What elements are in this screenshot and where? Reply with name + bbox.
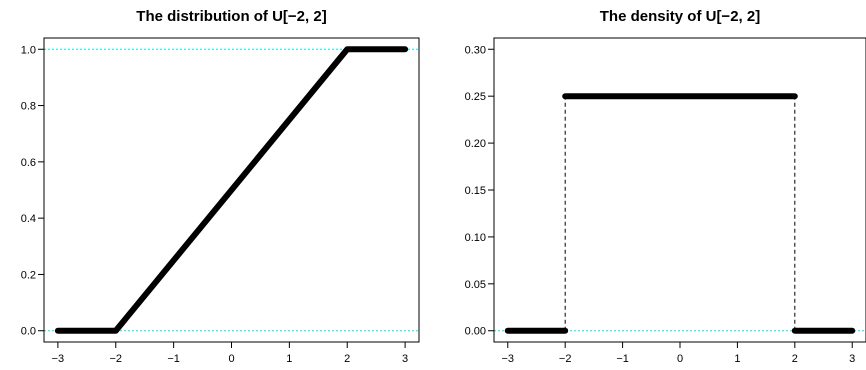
x-tick-label: −2 <box>559 353 572 365</box>
chart-1-title: The distribution of U[−2, 2] <box>136 8 326 25</box>
y-tick-label: 0.20 <box>465 138 486 150</box>
x-tick-label: −3 <box>52 353 65 365</box>
y-tick-label: 0.10 <box>465 232 486 244</box>
y-tick-label: 0.00 <box>465 326 486 338</box>
y-tick-label: 0.8 <box>21 101 36 113</box>
x-tick-label: 2 <box>792 353 798 365</box>
x-tick-label: 3 <box>849 353 855 365</box>
x-tick-label: 0 <box>228 353 234 365</box>
x-tick-label: −1 <box>616 353 629 365</box>
y-tick-label: 0.30 <box>465 44 486 56</box>
distribution-chart: −3 −2 −1 0 1 2 3 0.0 0.2 0.4 0.6 0.8 1.0 <box>21 37 420 365</box>
series-line-0 <box>54 46 409 334</box>
x-tick-label: 2 <box>344 353 350 365</box>
x-tick-label: −3 <box>502 353 515 365</box>
y-tick-label: 1.0 <box>21 44 36 56</box>
y-tick-label: 0.6 <box>21 157 36 169</box>
x-tick-label: 0 <box>677 353 683 365</box>
x-tick-label: 1 <box>286 353 292 365</box>
y-tick-label: 0.25 <box>465 91 486 103</box>
x-tick-label: −1 <box>167 353 180 365</box>
x-tick-label: 1 <box>734 353 740 365</box>
y-tick-label: 0.05 <box>465 279 486 291</box>
chart-2-title: The density of U[−2, 2] <box>600 8 760 25</box>
plot-frame <box>493 37 866 343</box>
y-tick-label: 0.2 <box>21 269 36 281</box>
x-tick-label: −2 <box>109 353 122 365</box>
y-tick-label: 0.4 <box>21 213 36 225</box>
y-tick-label: 0.0 <box>21 326 36 338</box>
x-tick-label: 3 <box>402 353 408 365</box>
y-tick-label: 0.15 <box>465 185 486 197</box>
density-chart: −3 −2 −1 0 1 2 3 0.00 0.05 0.10 0.15 0.20 0.25 0.30 <box>465 37 866 365</box>
